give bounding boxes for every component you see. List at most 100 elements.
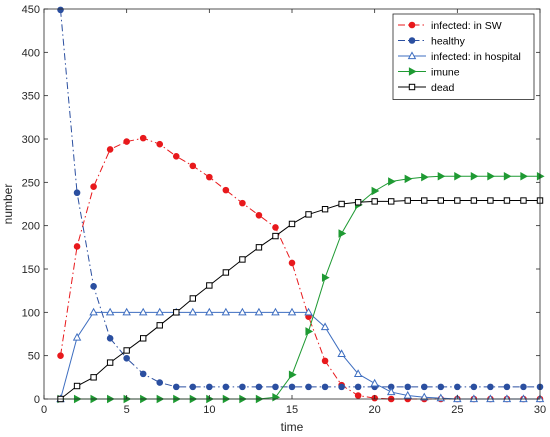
data-point <box>403 390 412 399</box>
data-point <box>172 153 180 160</box>
data-point <box>254 307 264 316</box>
data-point <box>520 383 527 391</box>
data-point <box>123 347 130 354</box>
data-point <box>338 200 345 208</box>
data-point <box>173 309 180 316</box>
data-point <box>106 146 114 153</box>
data-point <box>255 383 263 391</box>
data-point <box>321 206 329 213</box>
data-point <box>321 357 329 365</box>
data-point <box>370 378 379 387</box>
legend-label: dead <box>431 82 455 94</box>
data-point <box>487 172 496 181</box>
data-point <box>89 307 98 316</box>
data-point <box>123 138 130 145</box>
series-3 <box>56 307 545 403</box>
data-point <box>404 383 412 391</box>
data-point <box>288 259 296 267</box>
data-point <box>305 327 314 336</box>
data-point <box>503 383 511 391</box>
data-point <box>106 359 114 366</box>
data-point <box>156 322 163 329</box>
data-point <box>255 211 263 219</box>
data-point <box>337 349 346 358</box>
data-point <box>73 243 81 250</box>
data-point <box>486 394 495 403</box>
data-point <box>503 197 511 204</box>
data-point <box>404 197 411 204</box>
legend-label: imune <box>431 66 460 78</box>
y-tick-label: 0 <box>34 394 40 406</box>
data-point <box>421 172 429 182</box>
data-point <box>206 282 213 289</box>
data-point <box>503 172 512 181</box>
legend-label: infected: in hospital <box>431 51 521 63</box>
data-point <box>470 197 478 204</box>
data-point <box>139 370 147 378</box>
x-tick-label: 30 <box>534 404 546 416</box>
legend-swatch-marker <box>408 83 416 91</box>
legend-swatch-marker <box>407 51 417 60</box>
y-tick-label: 100 <box>22 307 40 319</box>
data-point <box>156 379 164 386</box>
data-point <box>420 383 428 391</box>
data-point <box>255 244 263 251</box>
data-point <box>139 134 147 142</box>
x-tick-label: 15 <box>286 404 298 416</box>
x-tick-label: 0 <box>41 404 47 416</box>
data-point <box>106 335 114 342</box>
data-point <box>221 307 231 316</box>
data-point <box>287 307 297 316</box>
data-point <box>454 197 461 204</box>
data-point <box>73 189 81 197</box>
data-point <box>520 197 527 204</box>
data-point <box>386 387 396 396</box>
data-point <box>222 186 230 194</box>
data-point <box>189 383 197 391</box>
y-tick-label: 50 <box>28 351 40 363</box>
legend-label: healthy <box>431 35 466 47</box>
data-point <box>222 383 230 391</box>
data-point <box>371 198 378 205</box>
x-tick-label: 20 <box>369 404 381 416</box>
data-point <box>239 199 246 207</box>
data-point <box>188 307 198 316</box>
x-tick-label: 10 <box>203 404 215 416</box>
data-point <box>271 307 280 316</box>
x-tick-label: 5 <box>124 404 130 416</box>
data-point <box>305 383 312 391</box>
data-point <box>470 172 479 181</box>
data-point <box>155 307 164 316</box>
data-point <box>338 383 345 391</box>
data-point <box>321 273 330 282</box>
data-point <box>140 335 147 342</box>
data-point <box>437 383 445 391</box>
data-point <box>437 197 445 204</box>
y-axis-label: number <box>1 184 15 225</box>
x-tick-label: 25 <box>451 404 463 416</box>
data-point <box>90 183 97 190</box>
data-point <box>470 383 478 391</box>
data-point <box>205 307 214 316</box>
data-point <box>206 383 213 391</box>
data-point <box>354 383 362 391</box>
data-point <box>272 224 279 231</box>
y-tick-label: 300 <box>22 134 40 146</box>
data-point <box>388 198 395 205</box>
data-point <box>90 283 97 290</box>
data-point <box>288 383 296 391</box>
data-point <box>454 383 461 391</box>
series-2 <box>57 6 544 391</box>
data-point <box>189 162 197 170</box>
data-point <box>57 6 64 14</box>
data-point <box>519 394 528 403</box>
data-point <box>239 383 246 391</box>
legend-label: infected: in SW <box>431 20 502 32</box>
data-point <box>469 394 479 403</box>
data-point <box>189 295 197 302</box>
data-point <box>72 332 82 341</box>
legend-swatch-marker <box>408 37 416 44</box>
data-point <box>354 392 362 399</box>
data-point <box>272 232 279 240</box>
